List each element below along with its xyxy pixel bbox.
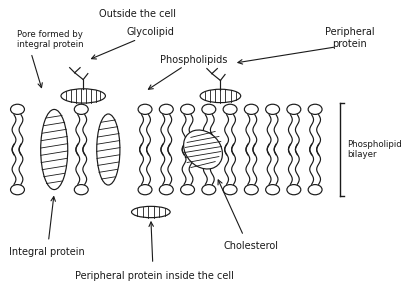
Ellipse shape xyxy=(222,104,236,115)
Ellipse shape xyxy=(138,184,152,195)
Text: Integral protein: Integral protein xyxy=(9,247,84,257)
Text: Peripheral protein inside the cell: Peripheral protein inside the cell xyxy=(75,271,234,281)
Text: Peripheral
protein: Peripheral protein xyxy=(324,27,374,49)
Ellipse shape xyxy=(265,104,279,115)
Text: Pore formed by
integral protein: Pore formed by integral protein xyxy=(18,30,84,49)
Text: Cholesterol: Cholesterol xyxy=(223,241,278,251)
Ellipse shape xyxy=(131,206,170,218)
Ellipse shape xyxy=(11,104,25,115)
Ellipse shape xyxy=(286,184,300,195)
Ellipse shape xyxy=(159,104,173,115)
Ellipse shape xyxy=(11,184,25,195)
Ellipse shape xyxy=(159,184,173,195)
Ellipse shape xyxy=(40,109,67,190)
Ellipse shape xyxy=(244,104,258,115)
Ellipse shape xyxy=(97,114,119,185)
Ellipse shape xyxy=(183,130,222,169)
Text: Phospholipids: Phospholipids xyxy=(159,55,227,65)
Ellipse shape xyxy=(201,104,215,115)
Text: Glycolipid: Glycolipid xyxy=(127,27,174,37)
Ellipse shape xyxy=(61,89,105,103)
Ellipse shape xyxy=(308,104,321,115)
Ellipse shape xyxy=(265,184,279,195)
Ellipse shape xyxy=(180,104,194,115)
Ellipse shape xyxy=(201,184,215,195)
Ellipse shape xyxy=(180,184,194,195)
Text: Phospholipid
bilayer: Phospholipid bilayer xyxy=(346,140,401,159)
Ellipse shape xyxy=(286,104,300,115)
Ellipse shape xyxy=(308,184,321,195)
Ellipse shape xyxy=(74,184,88,195)
Ellipse shape xyxy=(222,184,236,195)
Text: Outside the cell: Outside the cell xyxy=(99,9,175,19)
Ellipse shape xyxy=(244,184,258,195)
Ellipse shape xyxy=(138,104,152,115)
Ellipse shape xyxy=(200,89,240,103)
Ellipse shape xyxy=(74,104,88,115)
